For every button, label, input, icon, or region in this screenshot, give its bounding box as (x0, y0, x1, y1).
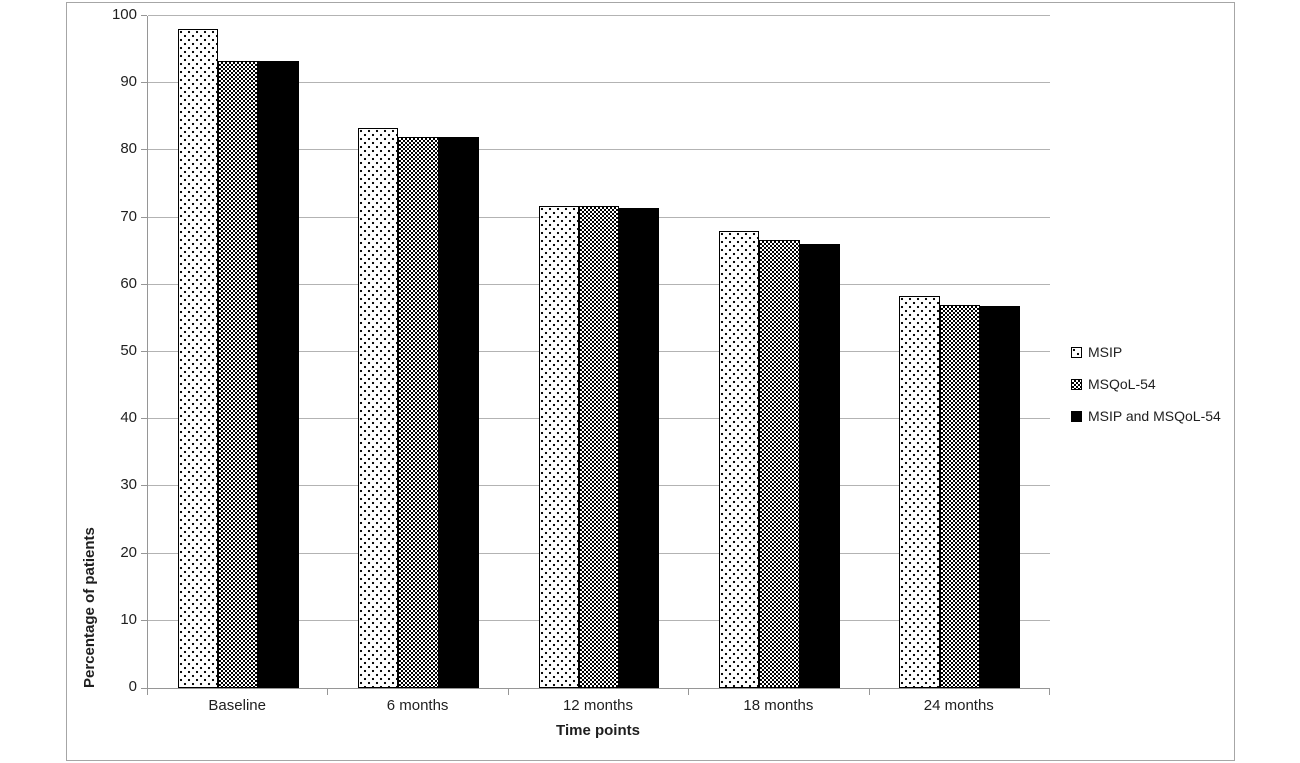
x-axis-tick (508, 689, 509, 695)
y-tick-label: 10 (120, 610, 137, 628)
gridline (148, 15, 1050, 16)
bar-solid (979, 306, 1021, 688)
y-tick-label: 40 (120, 409, 137, 427)
bar-solid (619, 208, 660, 688)
x-axis-tick (327, 689, 328, 695)
y-tick-label: 90 (120, 73, 137, 91)
y-tick-label: 80 (120, 140, 137, 158)
y-axis-tick (141, 688, 147, 689)
y-tick-label: 20 (120, 543, 137, 561)
legend-label: MSIP and MSQoL-54 (1088, 408, 1221, 424)
x-axis-tick (147, 689, 148, 695)
x-tick-label: 24 months (923, 697, 994, 714)
legend-item-msip-and-msqol54: MSIP and MSQoL-54 (1071, 408, 1221, 424)
y-tick-label: 0 (128, 678, 137, 695)
y-tick-label: 30 (120, 476, 137, 494)
bar-dots (899, 296, 940, 688)
bar-dots (358, 128, 399, 688)
bar-checker (578, 206, 620, 688)
y-tick-label: 70 (120, 207, 137, 225)
y-axis-tick (141, 351, 147, 352)
bar-checker (398, 136, 439, 688)
bar-checker (759, 239, 800, 688)
x-tick-label: 6 months (386, 697, 449, 714)
gridline (148, 149, 1050, 151)
y-axis-tick (141, 149, 147, 151)
plot-area (147, 15, 1050, 689)
x-axis-tick (1049, 689, 1050, 695)
x-tick-label: 18 months (743, 697, 814, 714)
figure-frame: Percentage of patients Time points MSIP … (66, 2, 1235, 761)
y-axis-tick (141, 485, 147, 487)
x-tick-label: 12 months (562, 697, 634, 714)
y-axis-tick (141, 552, 147, 554)
bar-solid (438, 136, 480, 688)
x-axis-tick (688, 689, 689, 695)
legend: MSIP MSQoL-54 MSIP and MSQoL-54 (1071, 344, 1221, 441)
x-tick-label: Baseline (208, 697, 266, 714)
y-axis-tick (141, 15, 147, 16)
y-tick-label: 50 (120, 342, 137, 359)
x-axis-title: Time points (556, 722, 640, 739)
y-tick-label: 60 (120, 274, 137, 292)
bar-solid (258, 61, 299, 688)
msqol54-checker-swatch-icon (1071, 378, 1082, 390)
legend-item-msip: MSIP (1071, 344, 1221, 360)
x-axis-tick (869, 689, 870, 695)
bar-checker (939, 304, 980, 688)
legend-label: MSQoL-54 (1088, 376, 1156, 392)
legend-label: MSIP (1088, 344, 1123, 360)
bar-solid (799, 244, 840, 688)
y-axis-tick (141, 82, 147, 84)
y-axis-tick (141, 216, 147, 218)
legend-item-msqol54: MSQoL-54 (1071, 376, 1221, 392)
bar-checker (218, 61, 259, 688)
gridline (148, 82, 1050, 84)
y-axis-tick (141, 418, 147, 420)
msip-and-msqol54-solid-swatch-icon (1071, 410, 1082, 422)
y-axis-tick (141, 283, 147, 285)
y-axis-tick (141, 619, 147, 621)
msip-dotted-swatch-icon (1071, 346, 1082, 358)
bar-dots (177, 29, 219, 688)
bar-dots (718, 231, 760, 688)
y-tick-label: 100 (111, 6, 137, 23)
bar-dots (538, 206, 579, 688)
